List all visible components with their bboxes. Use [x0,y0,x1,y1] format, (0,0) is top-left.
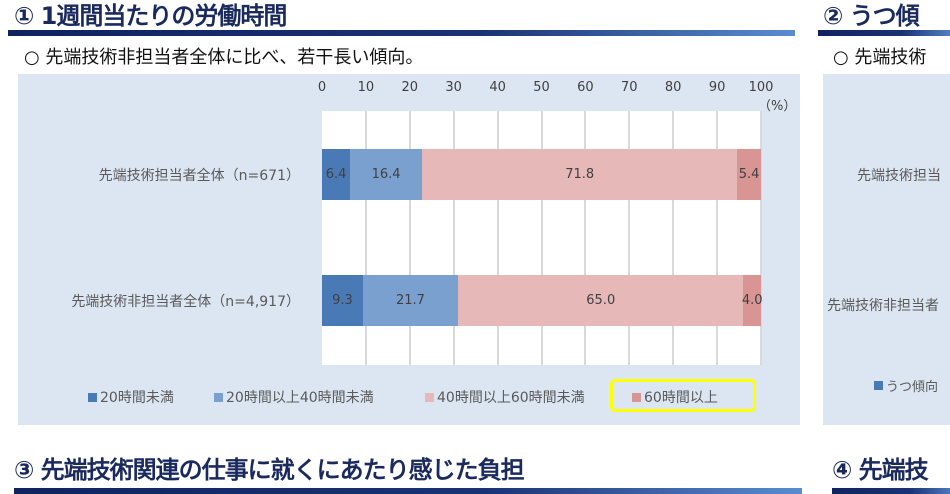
legend-label: 20時間未満 [100,390,174,406]
section4-rule [832,488,950,494]
legend-label: 40時間以上60時間未満 [437,390,585,406]
data-label: 4.0 [741,293,763,308]
bar-segment: 5.4 [737,149,761,200]
bar-segment: 16.4 [350,149,423,200]
bar-segment: 4.0 [741,275,763,326]
x-tick-label: 100 [748,80,774,95]
section4-title: ④ 先端技 [832,456,929,484]
legend-label: うつ傾向 [886,380,939,395]
section3-title: ③ 先端技術関連の仕事に就くにあたり感じた負担 [14,456,525,484]
data-label: 21.7 [395,293,425,308]
gridline [408,111,411,365]
gridline [364,111,367,365]
section2-subtitle: ○ 先端技術 [833,47,927,68]
data-label: 16.4 [371,167,401,182]
legend-item: 60時間以上 [632,387,718,407]
section2-legend: うつ傾向 [874,376,938,395]
x-tick-label: 30 [445,80,462,95]
bar-segment: 65.0 [458,275,744,326]
legend-item: 40時間以上60時間未満 [425,387,585,407]
gridline [584,111,587,365]
section3-rule [14,488,802,494]
x-tick-label: 40 [489,80,506,95]
gridline [672,111,675,365]
gridline [716,111,719,365]
data-label: 71.8 [565,167,595,182]
data-label: 9.3 [332,293,353,308]
x-tick-label: 90 [708,80,726,95]
x-tick-label: 80 [664,80,682,95]
section1-title: ① 1週間当たりの労働時間 [14,2,287,30]
x-tick-label: 20 [401,80,419,95]
section1-subtitle: ○ 先端技術非担当者全体に比べ、若干長い傾向。 [24,47,424,68]
gridline [760,111,762,365]
legend-swatch [874,381,883,390]
x-tick-label: 70 [621,80,638,95]
category-label: 先端技術担当者全体（n=671） [98,168,300,184]
legend-swatch [88,392,97,402]
x-tick-label: 10 [357,80,375,95]
x-tick-label: 60 [577,80,594,95]
unit-label: （%） [758,99,797,114]
section2-panel [823,74,950,425]
legend-swatch [632,392,641,402]
legend-item: 20時間未満 [88,387,174,407]
bar-segment: 21.7 [362,275,459,326]
section2-category: 先端技術担当 [857,168,941,184]
legend-swatch [425,392,434,402]
section2-rule [818,30,950,36]
legend-item: 20時間以上40時間未満 [214,387,374,407]
section2-title: ② うつ傾 [823,2,920,30]
legend-swatch [214,392,223,402]
gridline [628,111,631,365]
bar-segment: 6.4 [322,149,351,200]
legend-label: 20時間以上40時間未満 [226,390,374,406]
gridline [540,111,543,365]
x-tick-label: 50 [533,80,550,95]
data-label: 65.0 [586,293,616,308]
category-label: 先端技術非担当者全体（n=4,917） [71,294,300,310]
data-label: 5.4 [738,167,760,182]
section2-category: 先端技術非担当者 [827,298,939,314]
highlight-box [610,379,756,412]
x-tick-label: 0 [317,80,327,95]
data-label: 6.4 [325,167,347,182]
bar-segment: 71.8 [422,149,738,200]
gridline [496,111,499,365]
gridline [452,111,455,365]
section1-rule [8,30,795,36]
bar-segment: 9.3 [322,275,363,326]
legend-label: 60時間以上 [644,390,718,406]
